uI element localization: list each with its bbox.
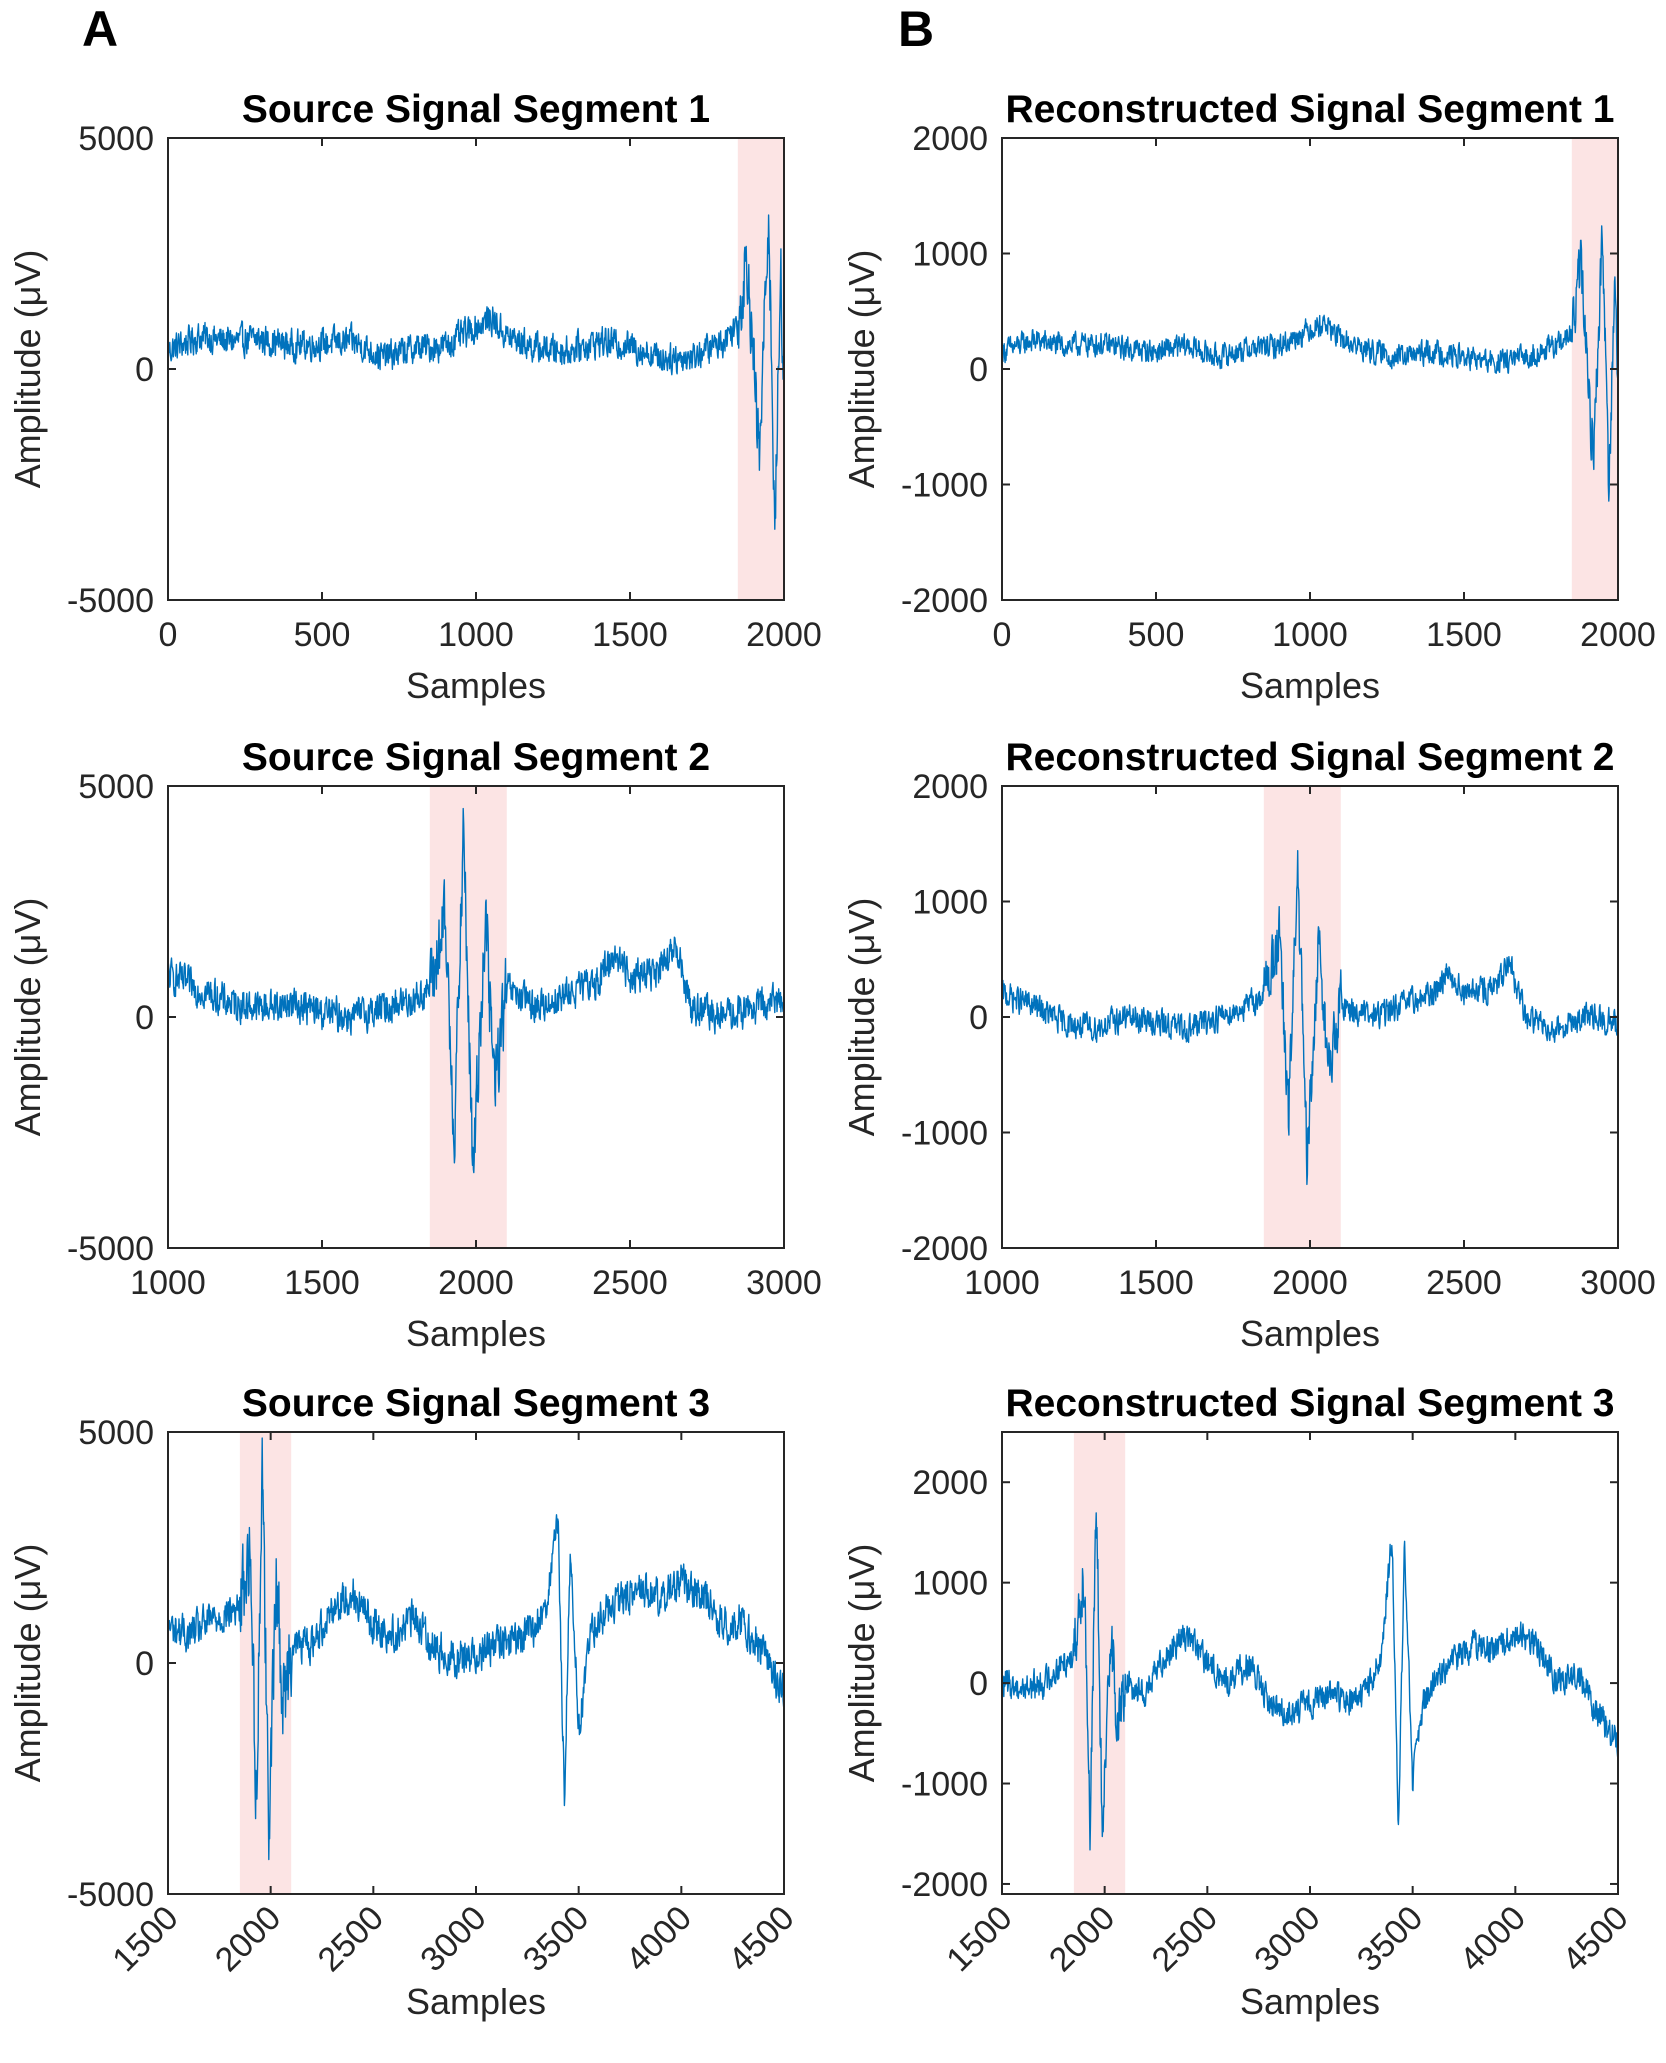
chart-a-2: Source Signal Segment 2 1000 1500 2000 2500 3… <box>7 736 822 1354</box>
y-tick-label: 2000 <box>912 1464 988 1502</box>
y-tick-label: -2000 <box>901 1866 988 1904</box>
x-tick-label: 4000 <box>1453 1899 1533 1979</box>
chart-b-3: Reconstructed Signal Segment 3 1500 2000 25… <box>841 1382 1636 2022</box>
x-tick-label: 1500 <box>1426 616 1502 654</box>
x-tick-label: 3000 <box>1580 1264 1656 1302</box>
chart-title: Source Signal Segment 3 <box>242 1382 710 1425</box>
y-tick-label: -1000 <box>901 467 988 505</box>
chart-title: Source Signal Segment 1 <box>242 88 710 131</box>
y-tick-label: -1000 <box>901 1115 988 1153</box>
y-tick-label: 0 <box>135 351 154 389</box>
panel-label-a: A <box>82 1 118 57</box>
y-tick-label: 1000 <box>912 884 988 922</box>
y-tick-label: 5000 <box>78 120 154 158</box>
x-tick-label: 2000 <box>746 616 822 654</box>
x-tick-label: 3000 <box>413 1899 493 1979</box>
x-axis-label: Samples <box>1240 665 1380 706</box>
x-tick-label: 1000 <box>1272 616 1348 654</box>
y-axis-label: Amplitude (μV) <box>841 1544 882 1783</box>
x-tick-label: 1500 <box>1118 1264 1194 1302</box>
y-tick-label: 5000 <box>78 1414 154 1452</box>
x-tick-label: 4500 <box>721 1899 801 1979</box>
x-tick-label: 2000 <box>1042 1899 1122 1979</box>
x-tick-label: 3500 <box>516 1899 596 1979</box>
y-tick-label: 1000 <box>912 1565 988 1603</box>
x-tick-label: 1000 <box>964 1264 1040 1302</box>
y-axis-label: Amplitude (μV) <box>841 898 882 1137</box>
x-axis-label: Samples <box>1240 1981 1380 2022</box>
x-tick-label: 1000 <box>130 1264 206 1302</box>
x-tick-label: 500 <box>1128 616 1185 654</box>
y-tick-label: -1000 <box>901 1766 988 1804</box>
y-tick-label: -2000 <box>901 582 988 620</box>
x-tick-label: 0 <box>159 616 178 654</box>
y-axis-label: Amplitude (μV) <box>7 898 48 1137</box>
signal-line <box>167 214 785 530</box>
x-tick-label: 500 <box>294 616 351 654</box>
x-tick-label: 2000 <box>1580 616 1656 654</box>
axes-box <box>1001 137 1619 601</box>
x-axis-label: Samples <box>1240 1313 1380 1354</box>
y-tick-label: -5000 <box>67 1876 154 1914</box>
signal-line <box>1001 850 1619 1186</box>
chart-b-2: Reconstructed Signal Segment 2 1000 1500 20… <box>841 736 1656 1354</box>
chart-title: Source Signal Segment 2 <box>242 736 710 779</box>
x-tick-label: 2000 <box>438 1264 514 1302</box>
x-tick-label: 2500 <box>1145 1899 1225 1979</box>
x-tick-label: 1500 <box>284 1264 360 1302</box>
y-tick-label: -2000 <box>901 1230 988 1268</box>
y-axis-label: Amplitude (μV) <box>841 250 882 489</box>
y-tick-label: -5000 <box>67 582 154 620</box>
signal-line <box>167 807 785 1174</box>
x-tick-label: 1500 <box>939 1899 1019 1979</box>
x-tick-label: 2000 <box>1272 1264 1348 1302</box>
y-tick-label: 0 <box>969 351 988 389</box>
y-axis-label: Amplitude (μV) <box>7 250 48 489</box>
chart-title: Reconstructed Signal Segment 2 <box>1006 736 1615 779</box>
signal-line <box>1001 225 1619 502</box>
x-axis-label: Samples <box>406 1981 546 2022</box>
x-axis-label: Samples <box>406 1313 546 1354</box>
x-tick-label: 4500 <box>1555 1899 1635 1979</box>
y-tick-label: -5000 <box>67 1230 154 1268</box>
x-tick-label: 2500 <box>1426 1264 1502 1302</box>
y-tick-label: 5000 <box>78 768 154 806</box>
x-tick-label: 1000 <box>438 616 514 654</box>
x-tick-label: 2500 <box>311 1899 391 1979</box>
y-tick-label: 0 <box>135 1645 154 1683</box>
chart-a-1: Source Signal Segment 1 0 500 1000 1500 2000 -… <box>7 88 822 706</box>
axes-box <box>167 137 785 601</box>
chart-title: Reconstructed Signal Segment 3 <box>1006 1382 1615 1425</box>
signal-line <box>1001 1512 1619 1851</box>
y-tick-label: 0 <box>969 999 988 1037</box>
chart-title: Reconstructed Signal Segment 1 <box>1006 88 1615 131</box>
signal-line <box>167 1437 785 1861</box>
x-tick-label: 2000 <box>208 1899 288 1979</box>
x-axis-label: Samples <box>406 665 546 706</box>
x-tick-label: 3000 <box>746 1264 822 1302</box>
panel-label-b: B <box>898 1 934 57</box>
y-tick-label: 2000 <box>912 120 988 158</box>
x-tick-label: 3000 <box>1247 1899 1327 1979</box>
x-tick-label: 1500 <box>592 616 668 654</box>
y-tick-label: 2000 <box>912 768 988 806</box>
y-tick-label: 0 <box>135 999 154 1037</box>
y-tick-label: 1000 <box>912 236 988 274</box>
y-axis-label: Amplitude (μV) <box>7 1544 48 1783</box>
chart-b-1: Reconstructed Signal Segment 1 0 500 1000 15… <box>841 88 1656 706</box>
x-tick-label: 0 <box>993 616 1012 654</box>
x-tick-label: 3500 <box>1350 1899 1430 1979</box>
y-tick-label: 0 <box>969 1665 988 1703</box>
x-tick-label: 2500 <box>592 1264 668 1302</box>
x-tick-label: 4000 <box>619 1899 699 1979</box>
